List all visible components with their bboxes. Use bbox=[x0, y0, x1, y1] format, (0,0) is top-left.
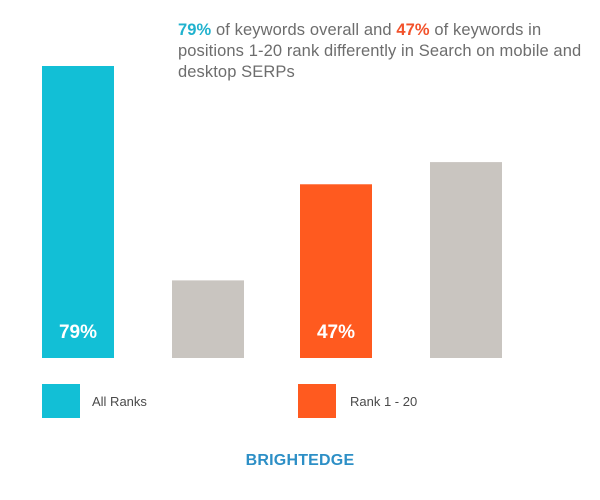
bar-0-0 bbox=[42, 66, 114, 358]
bar-0-1 bbox=[172, 280, 244, 358]
brand-logo-text: BRIGHTEDGE bbox=[245, 452, 355, 469]
legend-swatch-all-ranks bbox=[42, 384, 80, 418]
headline-highlight-overall: 79% bbox=[178, 21, 212, 39]
bar-1-0 bbox=[300, 184, 372, 358]
legend-swatch-rank-1-20 bbox=[298, 384, 336, 418]
headline-text-1: of keywords overall and bbox=[211, 21, 397, 39]
bar-value-label-1: 47% bbox=[317, 322, 355, 343]
chart-headline: 79% of keywords overall and 47% of keywo… bbox=[178, 20, 583, 83]
headline-highlight-top20: 47% bbox=[396, 21, 430, 39]
headline-text-2: of keywords in positions 1-20 rank diffe… bbox=[178, 21, 582, 81]
bar-value-label-0: 79% bbox=[59, 322, 97, 343]
legend-label-rank-1-20: Rank 1 - 20 bbox=[350, 394, 418, 409]
bar-1-1 bbox=[430, 162, 502, 358]
legend-label-all-ranks: All Ranks bbox=[92, 394, 147, 409]
